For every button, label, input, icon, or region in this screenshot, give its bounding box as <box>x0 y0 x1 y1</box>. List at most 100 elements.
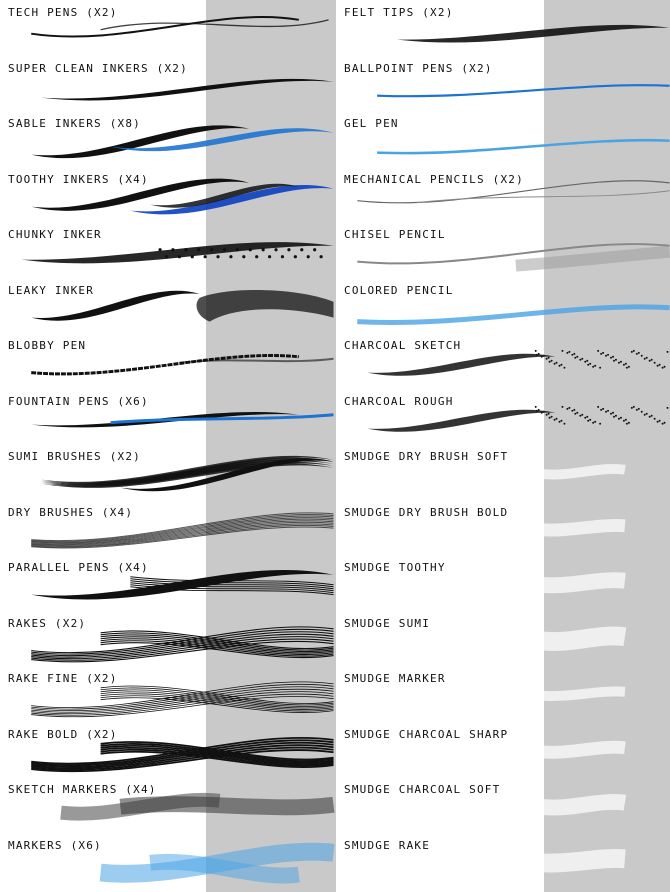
brush-sample <box>540 848 626 872</box>
brush-name-label: RAKES (X2) <box>8 616 87 630</box>
brush-sample <box>377 138 670 155</box>
brush-name-label: MARKERS (X6) <box>8 838 102 852</box>
brush-name-label: MECHANICAL PENCILS (X2) <box>344 172 524 186</box>
brush-stroke-rakes <box>31 625 334 662</box>
brush-name-label: DRY BRUSHES (X4) <box>8 505 134 519</box>
brush-stroke-toothy <box>31 178 334 214</box>
brush-row: RAKES (X2) <box>0 611 335 667</box>
brush-name-label: BALLPOINT PENS (X2) <box>344 61 493 75</box>
brush-sample <box>31 736 334 772</box>
brush-name-label: PARALLEL PENS (X4) <box>8 561 149 574</box>
brush-name-label: SMUDGE CHARCOAL SHARP <box>344 727 509 741</box>
brush-stroke-smudge <box>539 626 627 651</box>
brush-row: CHUNKY INKER <box>0 222 335 278</box>
brush-name-label: LEAKY INKER <box>8 283 95 297</box>
brush-sample <box>539 572 626 594</box>
brush-stroke-smudge <box>539 572 626 594</box>
brush-sample <box>31 125 334 159</box>
brush-row: PARALLEL PENS (X4) <box>0 555 335 611</box>
brush-sample <box>31 289 334 322</box>
brush-stroke-felt <box>396 24 670 43</box>
brush-row: CHARCOAL ROUGH <box>336 389 670 445</box>
brush-name-label: SMUDGE MARKER <box>344 672 446 685</box>
brush-row: SABLE INKERS (X8) <box>0 111 335 167</box>
brush-sample <box>357 179 670 203</box>
brush-stroke-rakebold <box>31 736 334 772</box>
brush-row: GEL PEN <box>336 111 670 167</box>
brush-stroke-sable <box>31 125 334 159</box>
brush-stroke-sumi <box>41 455 334 492</box>
brush-row: SMUDGE CHARCOAL SOFT <box>336 777 670 833</box>
brush-row: SMUDGE SUMI <box>336 611 670 667</box>
brush-sample <box>539 626 627 651</box>
brush-stroke-blobby <box>31 354 334 376</box>
brush-row: SMUDGE TOOTHY <box>336 555 670 611</box>
brush-name-label: SMUDGE DRY BRUSH SOFT <box>344 450 509 463</box>
brush-name-label: RAKE BOLD (X2) <box>8 727 118 741</box>
brush-stroke-smudge <box>540 686 626 702</box>
brush-stroke-chisel <box>357 243 670 272</box>
brush-row: SMUDGE DRY BRUSH SOFT <box>336 444 670 500</box>
brush-stroke-smudge <box>540 464 626 480</box>
brush-sample <box>540 518 626 536</box>
brush-sample <box>31 16 329 38</box>
brush-name-label: CHARCOAL ROUGH <box>344 394 454 408</box>
brush-sample <box>367 349 669 376</box>
brush-row: SUPER CLEAN INKERS (X2) <box>0 56 335 112</box>
brush-stroke-ballpoint <box>377 83 670 97</box>
brush-sample <box>41 455 334 492</box>
brush-row: FELT TIPS (X2) <box>336 0 670 56</box>
brush-row: TECH PENS (X2) <box>0 0 335 56</box>
brush-name-label: SMUDGE DRY BRUSH BOLD <box>344 505 509 519</box>
brush-name-label: CHISEL PENCIL <box>344 228 446 241</box>
brush-stroke-smudge <box>539 794 627 816</box>
brush-sample <box>540 740 626 759</box>
brush-stroke-colored <box>357 303 670 325</box>
brush-row: SUMI BRUSHES (X2) <box>0 444 335 500</box>
brush-stroke-mech <box>357 179 670 203</box>
brush-stroke-rakefine <box>31 681 334 718</box>
brush-sample <box>367 405 669 432</box>
brush-row: SMUDGE CHARCOAL SHARP <box>336 722 670 778</box>
brush-name-label: CHARCOAL SKETCH <box>344 339 462 352</box>
brush-name-label: SKETCH MARKERS (X4) <box>8 783 157 796</box>
brush-name-label: FELT TIPS (X2) <box>344 6 454 19</box>
brush-stroke-smudge <box>540 848 626 872</box>
brush-row: CHISEL PENCIL <box>336 222 670 278</box>
brush-stroke-charcoalrough <box>367 405 669 432</box>
brush-row: SMUDGE DRY BRUSH BOLD <box>336 500 670 556</box>
brush-name-label: GEL PEN <box>344 117 399 130</box>
brush-row: SMUDGE MARKER <box>336 666 670 722</box>
brush-sample <box>21 242 334 264</box>
brush-sample <box>396 24 670 43</box>
brush-sample <box>31 178 334 214</box>
brush-name-label: FOUNTAIN PENS (X6) <box>8 394 149 408</box>
brush-row: CHARCOAL SKETCH <box>336 333 670 389</box>
left-brush-column: TECH PENS (X2) SUPER CLEAN INKERS (X2) SAB… <box>0 0 335 883</box>
brush-sample <box>357 303 670 325</box>
brush-stroke-smudge <box>540 740 626 759</box>
brush-sample <box>31 569 334 600</box>
brush-stroke-smudge <box>540 518 626 536</box>
brush-name-label: TECH PENS (X2) <box>8 6 118 19</box>
brush-row: BLOBBY PEN <box>0 333 335 389</box>
brush-sample <box>357 243 670 272</box>
brush-row: RAKE BOLD (X2) <box>0 722 335 778</box>
brush-name-label: SUMI BRUSHES (X2) <box>8 450 141 463</box>
brush-row: MECHANICAL PENCILS (X2) <box>336 167 670 223</box>
brush-name-label: TOOTHY INKERS (X4) <box>8 172 149 186</box>
brush-sample <box>31 625 334 662</box>
brush-stroke-chunky <box>21 242 334 264</box>
brush-name-label: CHUNKY INKER <box>8 228 102 241</box>
brush-stroke-parallel <box>31 569 334 600</box>
brush-row: SMUDGE RAKE <box>336 833 670 889</box>
brush-sample <box>99 842 335 883</box>
brush-stroke-gel <box>377 138 670 155</box>
brush-name-label: BLOBBY PEN <box>8 339 87 352</box>
brush-row: FOUNTAIN PENS (X6) <box>0 389 335 445</box>
brush-stroke-sketchmarker <box>60 792 335 821</box>
brush-name-label: SMUDGE RAKE <box>344 838 431 852</box>
brush-sample <box>540 464 626 480</box>
brush-row: SKETCH MARKERS (X4) <box>0 777 335 833</box>
brush-stroke-dry <box>31 511 334 548</box>
